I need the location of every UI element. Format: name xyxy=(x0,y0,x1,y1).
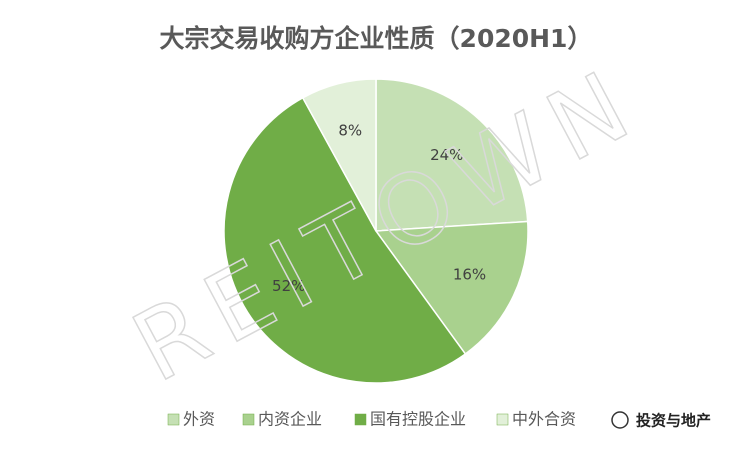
legend-swatch xyxy=(167,413,180,426)
pie: 24% 16% 52% 8% xyxy=(223,78,529,384)
badge: 投资与地产 xyxy=(611,411,711,430)
pie-slice xyxy=(375,78,529,232)
data-label: 24% xyxy=(430,146,463,164)
pie-slice xyxy=(223,96,467,384)
pie-slice xyxy=(374,220,529,356)
data-label: 16% xyxy=(453,266,486,284)
legend-swatch xyxy=(242,413,255,426)
badge-icon xyxy=(611,411,629,429)
legend: 外资 内资企业 国有控股企业 中外合资 xyxy=(167,410,576,429)
chart-title: 大宗交易收购方企业性质（2020H1） xyxy=(160,24,593,53)
badge-text: 投资与地产 xyxy=(636,412,711,430)
data-label: 52% xyxy=(272,277,305,295)
legend-label: 外资 xyxy=(183,410,215,429)
legend-swatch xyxy=(496,413,509,426)
legend-label: 中外合资 xyxy=(512,410,576,429)
legend-label: 内资企业 xyxy=(258,410,322,429)
legend-swatch xyxy=(354,413,367,426)
legend-label: 国有控股企业 xyxy=(370,410,466,429)
pie-slice xyxy=(301,78,377,232)
data-label: 8% xyxy=(338,121,362,139)
